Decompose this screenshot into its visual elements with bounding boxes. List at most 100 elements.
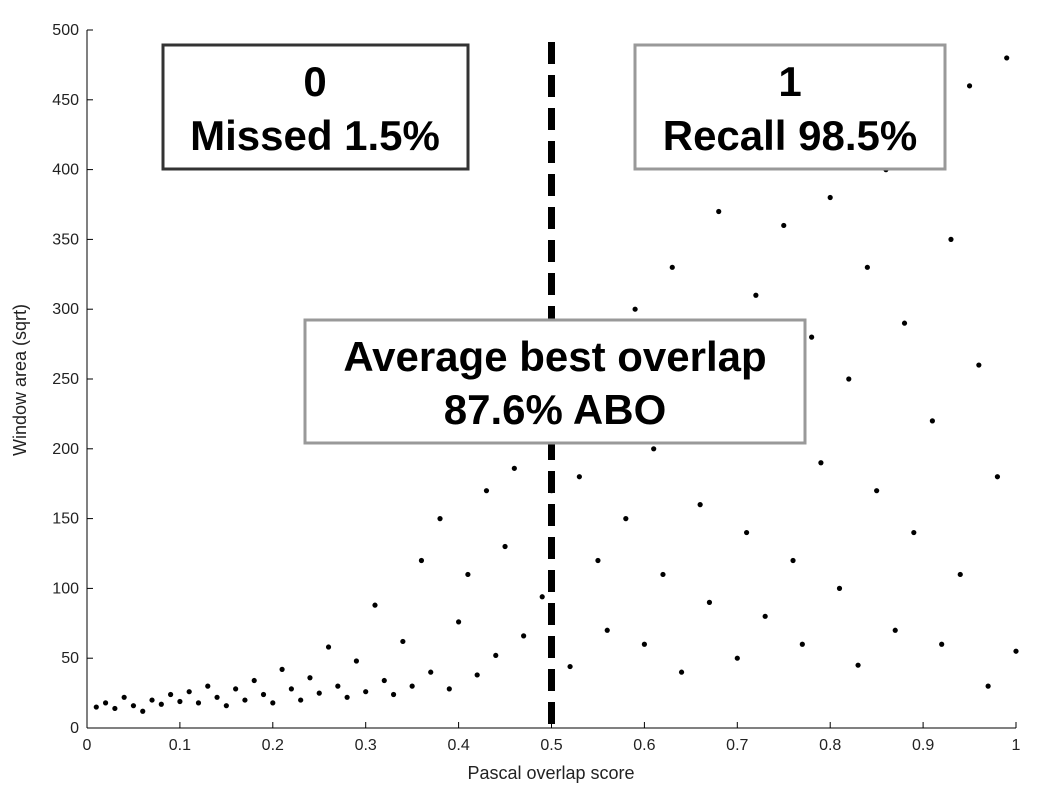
scatter-point bbox=[307, 675, 313, 681]
scatter-point bbox=[604, 627, 610, 633]
annotation-box bbox=[633, 43, 947, 171]
scatter-point bbox=[372, 602, 378, 608]
scatter-point bbox=[112, 705, 118, 712]
scatter-point bbox=[734, 655, 740, 661]
scatter-point bbox=[864, 264, 870, 270]
annotation-abo: Average best overlap 87.6% ABO bbox=[303, 318, 807, 445]
scatter-point bbox=[242, 697, 248, 703]
scatter-point bbox=[697, 502, 703, 508]
scatter-point bbox=[177, 698, 183, 705]
scatter-point bbox=[799, 641, 805, 647]
scatter-point bbox=[957, 571, 963, 578]
y-tick-label: 100 bbox=[52, 580, 79, 597]
scatter-point bbox=[223, 703, 229, 709]
data-points bbox=[93, 55, 1019, 714]
x-tick-label: 0.8 bbox=[819, 737, 841, 754]
scatter-point bbox=[892, 627, 898, 633]
y-tick-label: 0 bbox=[70, 720, 79, 737]
scatter-point bbox=[465, 571, 471, 578]
scatter-point bbox=[762, 613, 768, 619]
scatter-point bbox=[716, 208, 722, 215]
annotation-text: Average best overlap bbox=[343, 333, 766, 380]
x-tick-label: 0.6 bbox=[633, 737, 655, 754]
scatter-point bbox=[168, 691, 174, 698]
scatter-point bbox=[158, 701, 164, 707]
scatter-point bbox=[632, 306, 638, 312]
x-tick-label: 0.4 bbox=[447, 737, 469, 754]
scatter-point bbox=[948, 236, 954, 242]
scatter-point bbox=[539, 594, 545, 600]
scatter-point bbox=[251, 677, 257, 684]
x-tick-label: 0.5 bbox=[540, 737, 562, 754]
annotation-recall: 1 Recall 98.5% bbox=[633, 43, 947, 171]
x-tick-label: 0.2 bbox=[262, 737, 284, 754]
scatter-point bbox=[130, 703, 137, 709]
scatter-point bbox=[93, 704, 99, 710]
scatter-point bbox=[1004, 55, 1010, 61]
scatter-point bbox=[214, 694, 220, 700]
axes: 0 0.1 0.2 0.3 0.4 0.5 0.6 0.7 0.8 0.9 1 0 50 100 150 20… bbox=[52, 22, 1020, 754]
scatter-point bbox=[102, 700, 109, 706]
y-tick-label: 300 bbox=[52, 301, 79, 318]
annotation-text: 0 bbox=[303, 58, 326, 105]
scatter-point bbox=[1013, 648, 1019, 654]
scatter-point bbox=[195, 700, 202, 706]
scatter-point bbox=[390, 691, 397, 698]
scatter-point bbox=[511, 465, 517, 471]
scatter-point bbox=[623, 516, 629, 522]
scatter-point bbox=[353, 658, 360, 664]
scatter-point bbox=[809, 334, 815, 340]
scatter-point bbox=[818, 460, 824, 466]
scatter-point bbox=[400, 638, 406, 645]
y-tick-label: 500 bbox=[52, 22, 79, 39]
x-tick-label: 0.7 bbox=[726, 737, 748, 754]
scatter-point bbox=[186, 689, 192, 695]
y-tick-label: 50 bbox=[61, 650, 79, 667]
scatter-point bbox=[855, 662, 861, 668]
scatter-point bbox=[874, 488, 880, 494]
scatter-point bbox=[669, 264, 675, 270]
annotation-text: 87.6% ABO bbox=[444, 386, 667, 433]
scatter-point bbox=[790, 557, 796, 564]
x-tick-label: 0.3 bbox=[355, 737, 377, 754]
scatter-point bbox=[456, 619, 462, 625]
scatter-point bbox=[994, 474, 1001, 480]
annotation-missed: 0 Missed 1.5% bbox=[161, 43, 470, 171]
scatter-point bbox=[279, 666, 285, 672]
scatter-point bbox=[976, 362, 982, 368]
x-tick-label: 1 bbox=[1012, 737, 1021, 754]
y-tick-label: 200 bbox=[52, 441, 79, 458]
y-tick-label: 150 bbox=[52, 511, 79, 528]
scatter-point bbox=[651, 446, 657, 452]
scatter-point bbox=[641, 641, 648, 647]
scatter-point bbox=[929, 418, 935, 424]
scatter-point bbox=[233, 686, 239, 692]
scatter-point bbox=[483, 488, 490, 494]
scatter-point bbox=[260, 691, 267, 698]
scatter-point bbox=[363, 689, 369, 695]
scatter-point bbox=[205, 683, 211, 689]
scatter-point bbox=[298, 697, 304, 703]
scatter-point bbox=[966, 83, 973, 89]
annotation-text: Recall 98.5% bbox=[663, 112, 918, 159]
scatter-point bbox=[418, 557, 425, 564]
scatter-point bbox=[502, 543, 508, 550]
scatter-point bbox=[706, 599, 713, 605]
scatter-point bbox=[576, 474, 582, 480]
x-axis-label: Pascal overlap score bbox=[467, 763, 634, 783]
annotation-text: 1 bbox=[778, 58, 801, 105]
x-tick-label: 0.1 bbox=[169, 737, 191, 754]
scatter-point bbox=[521, 633, 527, 639]
y-axis-label: Window area (sqrt) bbox=[10, 304, 30, 456]
y-tick-label: 250 bbox=[52, 371, 79, 388]
scatter-point bbox=[939, 641, 945, 647]
y-tick-label: 400 bbox=[52, 162, 79, 179]
scatter-point bbox=[595, 557, 601, 564]
y-tick-label: 450 bbox=[52, 92, 79, 109]
scatter-point bbox=[678, 669, 685, 675]
x-tick-label: 0.9 bbox=[912, 737, 934, 754]
annotations: 0 Missed 1.5% 1 Recall 98.5% Average best ov… bbox=[161, 43, 947, 445]
scatter-point bbox=[846, 376, 852, 382]
scatter-point bbox=[474, 672, 480, 678]
